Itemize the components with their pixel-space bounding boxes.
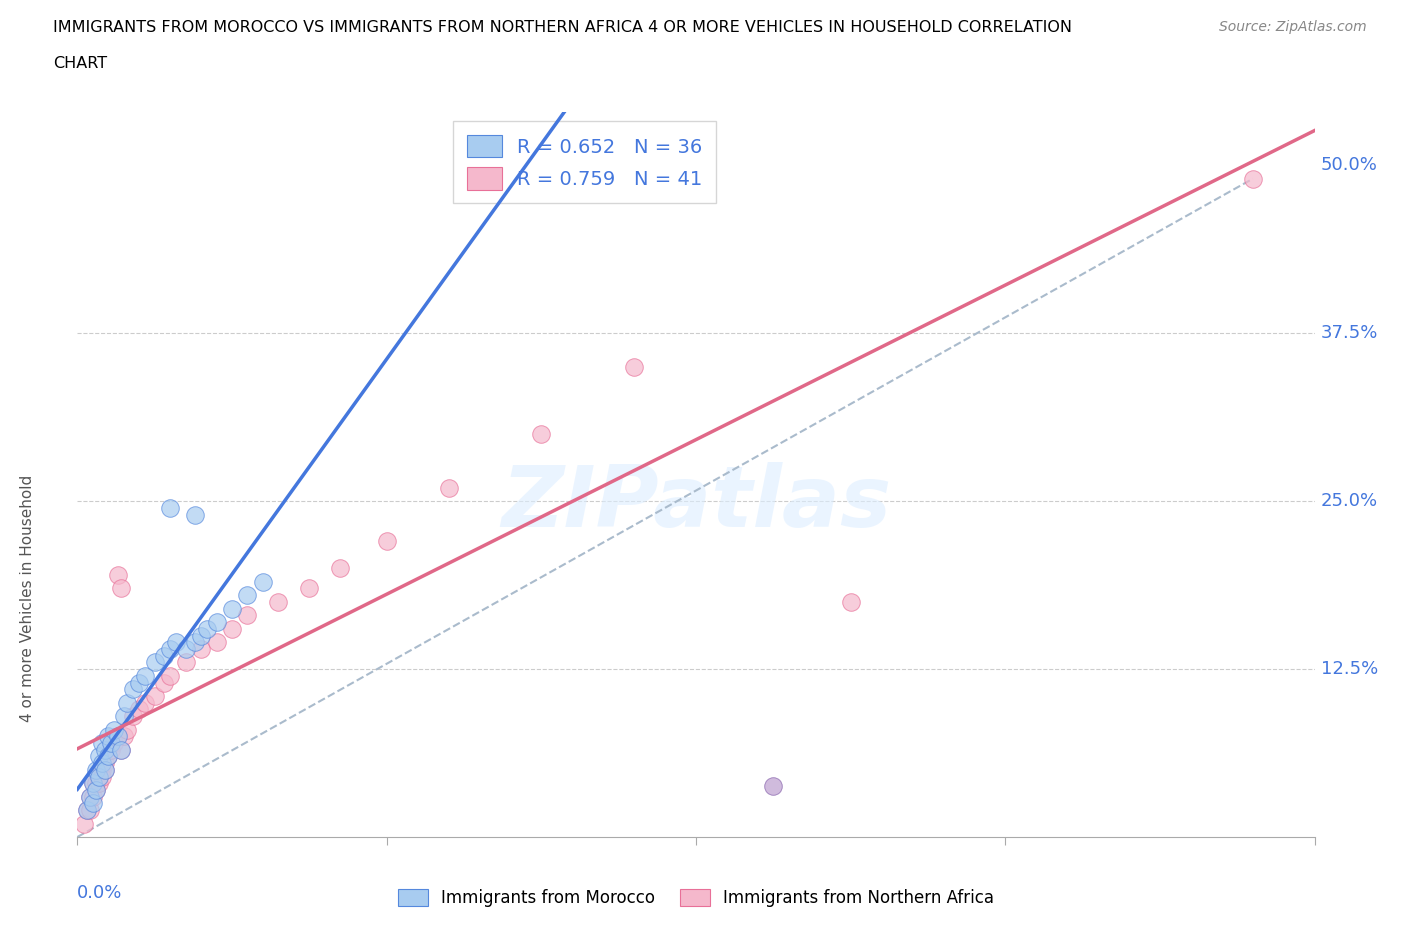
Point xyxy=(159,500,181,515)
Point xyxy=(143,655,166,670)
Text: 4 or more Vehicles in Household: 4 or more Vehicles in Household xyxy=(20,474,35,722)
Text: IMMIGRANTS FROM MOROCCO VS IMMIGRANTS FROM NORTHERN AFRICA 4 OR MORE VEHICLES IN: IMMIGRANTS FROM MOROCCO VS IMMIGRANTS FR… xyxy=(53,20,1073,35)
Text: 0.0%: 0.0% xyxy=(77,884,122,902)
Point xyxy=(97,729,120,744)
Text: 37.5%: 37.5% xyxy=(1320,325,1378,342)
Point xyxy=(174,642,197,657)
Point xyxy=(91,756,114,771)
Point xyxy=(174,655,197,670)
Point xyxy=(190,628,212,643)
Point xyxy=(82,776,104,790)
Point xyxy=(153,648,176,663)
Point xyxy=(76,803,98,817)
Point xyxy=(221,621,243,636)
Point xyxy=(195,621,218,636)
Point xyxy=(267,594,290,609)
Point xyxy=(91,763,114,777)
Point xyxy=(122,682,145,697)
Point xyxy=(84,763,107,777)
Point xyxy=(184,507,207,522)
Point xyxy=(298,581,321,596)
Text: CHART: CHART xyxy=(53,56,107,71)
Point xyxy=(87,749,110,764)
Text: 50.0%: 50.0% xyxy=(1320,156,1378,174)
Point xyxy=(79,790,101,804)
Point xyxy=(329,561,352,576)
Text: ZIPatlas: ZIPatlas xyxy=(501,462,891,545)
Text: 12.5%: 12.5% xyxy=(1320,660,1378,678)
Point xyxy=(87,776,110,790)
Point xyxy=(76,803,98,817)
Point xyxy=(115,722,138,737)
Point xyxy=(236,608,259,623)
Point xyxy=(94,763,117,777)
Point xyxy=(839,594,862,609)
Point xyxy=(143,688,166,703)
Point xyxy=(100,742,122,757)
Legend: Immigrants from Morocco, Immigrants from Northern Africa: Immigrants from Morocco, Immigrants from… xyxy=(389,881,1002,916)
Point xyxy=(94,742,117,757)
Text: 25.0%: 25.0% xyxy=(1320,492,1378,511)
Point xyxy=(79,790,101,804)
Point xyxy=(82,776,104,790)
Point xyxy=(122,709,145,724)
Point xyxy=(107,729,129,744)
Point xyxy=(72,817,94,831)
Point xyxy=(1241,171,1264,186)
Point xyxy=(762,778,785,793)
Point xyxy=(190,642,212,657)
Point xyxy=(91,769,114,784)
Point xyxy=(87,769,110,784)
Point xyxy=(94,756,117,771)
Point xyxy=(134,696,156,711)
Point xyxy=(110,742,132,757)
Point xyxy=(107,729,129,744)
Point xyxy=(165,635,187,650)
Point xyxy=(236,588,259,603)
Point xyxy=(84,782,107,797)
Point xyxy=(84,776,107,790)
Point xyxy=(159,642,181,657)
Point xyxy=(159,669,181,684)
Point xyxy=(110,581,132,596)
Point xyxy=(82,790,104,804)
Point xyxy=(205,615,228,630)
Point xyxy=(100,736,122,751)
Point xyxy=(91,736,114,751)
Point xyxy=(112,709,135,724)
Point xyxy=(84,782,107,797)
Point xyxy=(153,675,176,690)
Text: Source: ZipAtlas.com: Source: ZipAtlas.com xyxy=(1219,20,1367,34)
Point xyxy=(437,480,460,495)
Point xyxy=(252,575,274,590)
Point xyxy=(221,601,243,616)
Point xyxy=(128,702,150,717)
Point xyxy=(87,769,110,784)
Point xyxy=(112,729,135,744)
Point xyxy=(530,427,553,442)
Point xyxy=(110,742,132,757)
Point xyxy=(128,675,150,690)
Point xyxy=(623,359,645,374)
Point xyxy=(97,749,120,764)
Point xyxy=(79,803,101,817)
Point xyxy=(103,736,125,751)
Point xyxy=(103,722,125,737)
Point xyxy=(82,796,104,811)
Point xyxy=(205,635,228,650)
Point xyxy=(184,635,207,650)
Point xyxy=(97,749,120,764)
Point xyxy=(134,669,156,684)
Point xyxy=(107,567,129,582)
Point xyxy=(115,696,138,711)
Point xyxy=(94,763,117,777)
Point xyxy=(375,534,398,549)
